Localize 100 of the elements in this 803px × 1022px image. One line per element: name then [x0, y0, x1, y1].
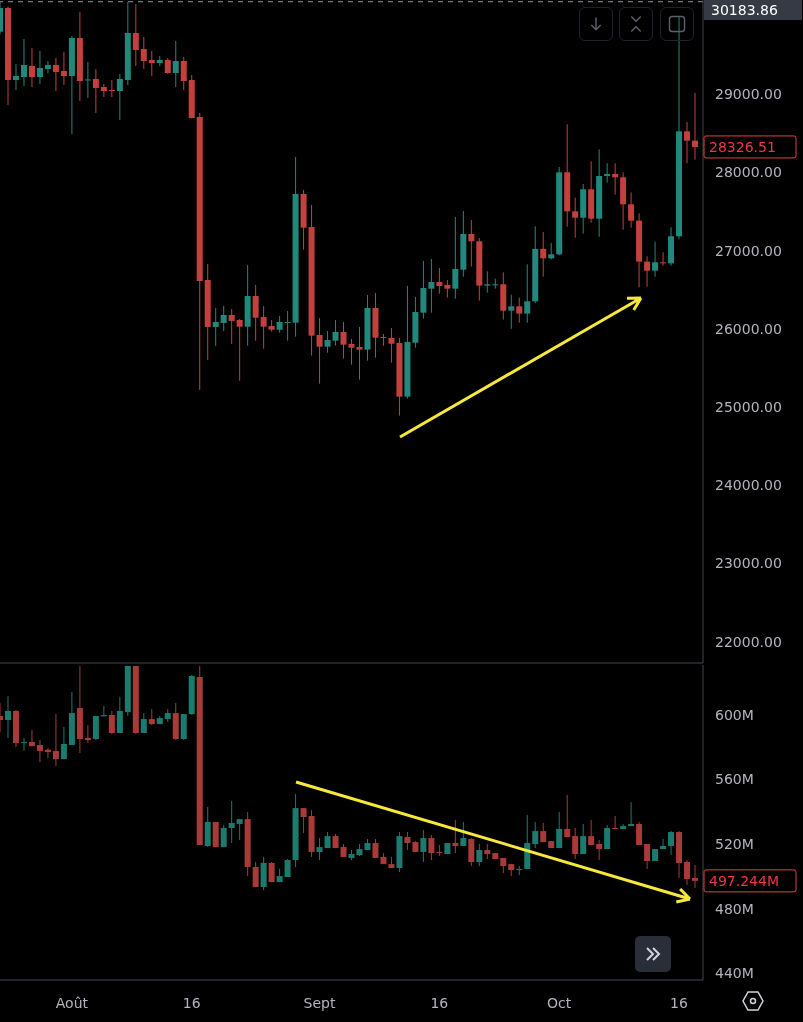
candlestick: [148, 50, 155, 77]
candlestick: [476, 843, 483, 867]
candlestick: [220, 824, 227, 848]
candlestick: [108, 710, 115, 735]
candlestick: [260, 856, 267, 891]
candlestick: [28, 729, 35, 747]
candlestick: [580, 823, 587, 855]
candlestick: [116, 73, 123, 121]
candlestick: [692, 864, 699, 889]
y-tick-label: 480M: [715, 900, 754, 917]
candlestick: [492, 278, 499, 290]
candlestick: [468, 837, 475, 867]
candlestick: [612, 815, 619, 830]
candlestick: [20, 737, 27, 752]
x-tick-label: Oct: [547, 994, 572, 1011]
x-tick-label: 16: [182, 994, 201, 1011]
candlestick: [692, 92, 699, 161]
candlestick: [132, 3, 139, 67]
x-tick-label: Août: [55, 994, 89, 1011]
candlestick: [484, 270, 491, 294]
candlestick: [52, 713, 59, 767]
candlestick: [428, 834, 435, 861]
candlestick: [572, 197, 579, 239]
candlestick: [204, 806, 211, 848]
candlestick: [172, 40, 179, 88]
candlestick: [140, 712, 147, 734]
candlestick: [516, 297, 523, 324]
candlestick: [28, 47, 35, 88]
candlestick: [460, 821, 467, 847]
y-tick-label: 520M: [715, 836, 754, 852]
candlestick: [92, 68, 99, 114]
candlestick: [260, 305, 267, 350]
candlestick: [540, 231, 547, 278]
candlestick: [300, 807, 307, 834]
candlestick: [684, 859, 691, 886]
candlestick: [588, 819, 595, 846]
candlestick: [228, 308, 235, 345]
candlestick: [684, 121, 691, 164]
candlestick: [436, 267, 443, 295]
y-tick-label: 27000.00: [715, 242, 782, 259]
candlestick: [20, 38, 27, 87]
candlestick: [524, 263, 531, 324]
x-tick-label: 16: [670, 994, 689, 1011]
annotation: 28326.51: [709, 138, 776, 155]
y-tick-label: 440M: [715, 965, 754, 982]
candlestick: [220, 305, 227, 332]
y-tick-label: 23000.00: [715, 555, 782, 572]
candlestick: [180, 56, 187, 91]
candlestick: [340, 321, 347, 360]
candlestick: [236, 818, 243, 841]
y-tick-label: 25000.00: [715, 399, 782, 415]
candlestick: [236, 318, 243, 382]
candlestick: [532, 821, 539, 849]
candlestick: [324, 330, 331, 354]
candlestick: [388, 327, 395, 364]
candlestick: [644, 843, 651, 870]
candlestick: [644, 255, 651, 288]
candlestick: [284, 310, 291, 342]
candlestick: [100, 83, 107, 98]
candlestick: [628, 191, 635, 229]
candlestick: [212, 307, 219, 347]
candlestick: [316, 837, 323, 861]
candlestick: [428, 258, 435, 314]
ref-line-label: 30183.86: [711, 2, 778, 18]
candlestick: [596, 839, 603, 861]
candlestick: [252, 284, 259, 342]
candlestick: [252, 861, 259, 888]
y-tick-label: 26000.00: [715, 320, 782, 337]
y-tick-label: 29000.00: [715, 86, 782, 103]
y-tick-label: 22000.00: [715, 633, 782, 650]
x-tick-label: Sept: [303, 994, 336, 1011]
candlestick: [508, 294, 515, 330]
candlestick: [84, 724, 91, 744]
candlestick: [116, 696, 123, 734]
candlestick: [332, 319, 339, 347]
y-tick-label: 28000.00: [715, 164, 782, 181]
candlestick: [12, 63, 19, 91]
candlestick: [468, 219, 475, 268]
candlestick: [660, 838, 667, 850]
candlestick: [60, 51, 67, 86]
x-tick-label: 16: [430, 994, 449, 1011]
candlestick: [612, 162, 619, 196]
candlestick: [668, 830, 675, 856]
candlestick: [660, 251, 667, 267]
y-tick-label: 560M: [715, 771, 754, 788]
candlestick: [372, 838, 379, 859]
candlestick: [4, 695, 11, 739]
candlestick: [652, 241, 659, 278]
candlestick: [316, 317, 323, 385]
candlestick: [572, 827, 579, 860]
candlestick: [52, 57, 59, 92]
candlestick: [556, 811, 563, 849]
candlestick: [380, 333, 387, 347]
candlestick: [140, 36, 147, 70]
candlestick: [60, 726, 67, 760]
candlestick: [420, 829, 427, 863]
candlestick: [564, 794, 571, 838]
candlestick: [44, 60, 51, 74]
candlestick: [452, 819, 459, 854]
candlestick: [36, 739, 43, 763]
